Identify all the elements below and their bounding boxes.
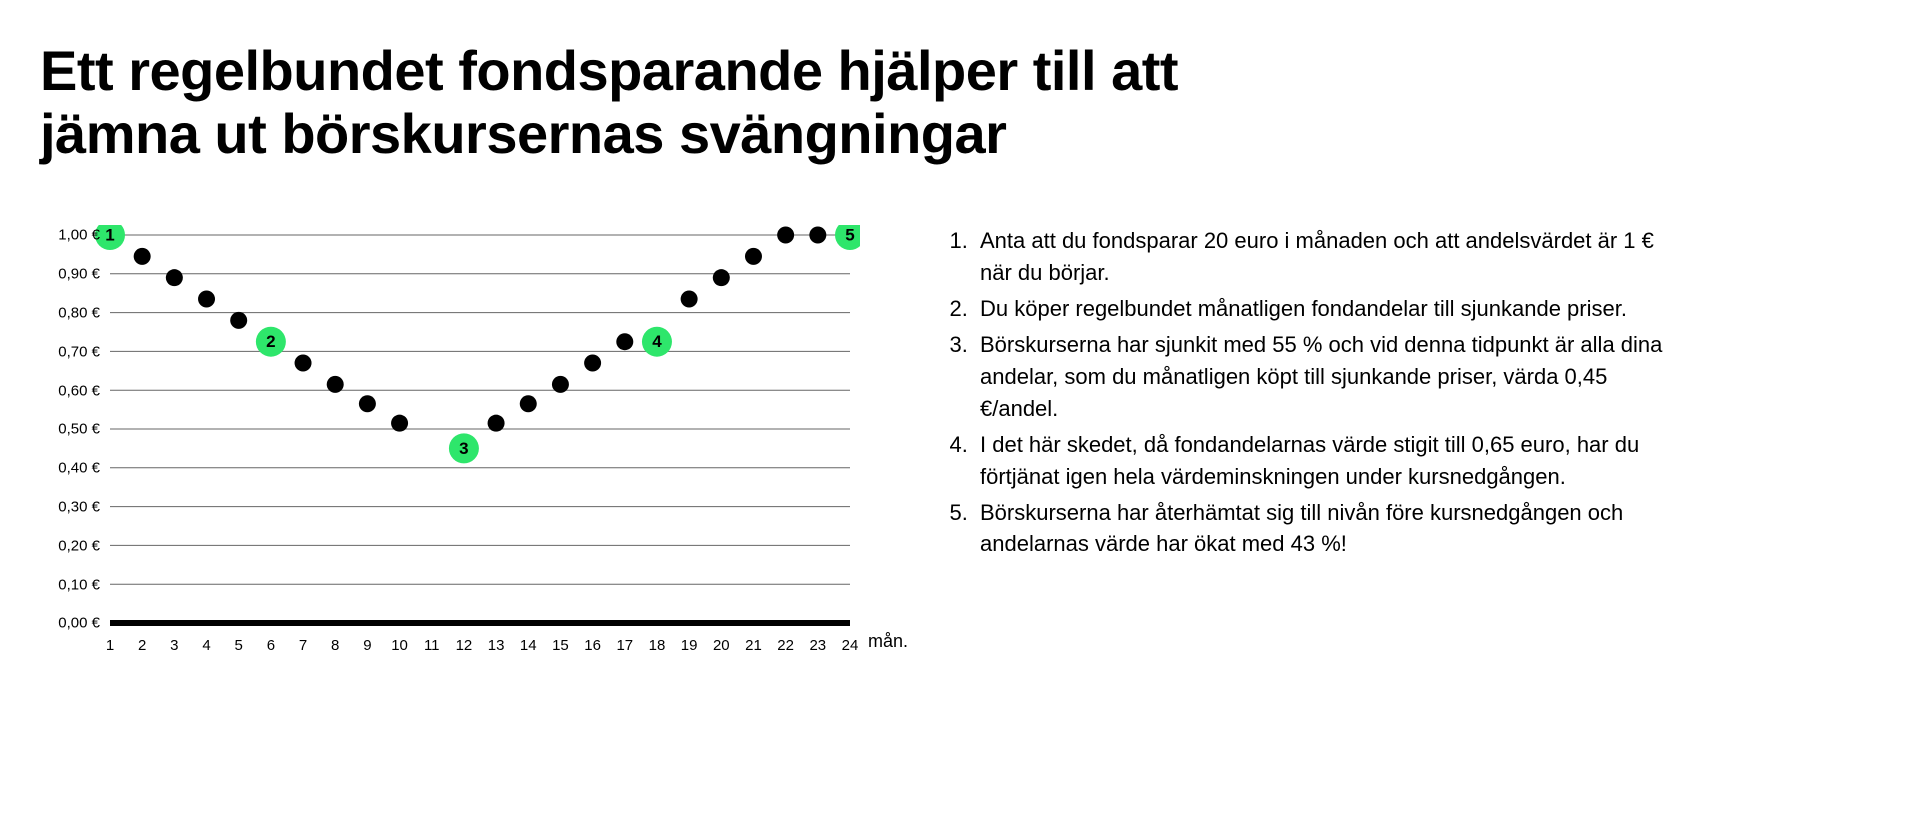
y-tick-label: 0,60 € bbox=[40, 382, 100, 399]
y-tick-label: 0,40 € bbox=[40, 460, 100, 477]
x-tick-label: 24 bbox=[842, 637, 859, 654]
y-tick-label: 0,80 € bbox=[40, 305, 100, 322]
x-tick-label: 11 bbox=[424, 637, 440, 654]
x-tick-label: 7 bbox=[299, 637, 307, 654]
explanation-item-3: Börskurserna har sjunkit med 55 % och vi… bbox=[974, 329, 1680, 425]
explanation-item-2: Du köper regelbundet månatligen fondande… bbox=[974, 293, 1680, 325]
x-tick-label: 14 bbox=[520, 637, 537, 654]
content-row: 123450,00 €0,10 €0,20 €0,30 €0,40 €0,50 … bbox=[40, 225, 1880, 665]
x-tick-label: 2 bbox=[138, 637, 146, 654]
data-point bbox=[327, 376, 344, 393]
x-tick-label: 15 bbox=[552, 637, 569, 654]
x-tick-label: 5 bbox=[235, 637, 243, 654]
x-tick-label: 10 bbox=[391, 637, 408, 654]
data-point bbox=[745, 248, 762, 265]
y-tick-label: 0,70 € bbox=[40, 343, 100, 360]
data-point bbox=[230, 312, 247, 329]
data-point bbox=[488, 415, 505, 432]
explanation-panel: Anta att du fondsparar 20 euro i månaden… bbox=[940, 225, 1680, 564]
explanation-item-5: Börskurserna har återhämtat sig till niv… bbox=[974, 497, 1680, 561]
chart-container: 123450,00 €0,10 €0,20 €0,30 €0,40 €0,50 … bbox=[40, 225, 860, 665]
y-tick-label: 0,50 € bbox=[40, 421, 100, 438]
data-point bbox=[198, 291, 215, 308]
y-tick-label: 0,20 € bbox=[40, 537, 100, 554]
x-tick-label: 21 bbox=[745, 637, 762, 654]
data-point bbox=[359, 396, 376, 413]
x-tick-label: 13 bbox=[488, 637, 505, 654]
highlight-marker-label: 3 bbox=[459, 439, 468, 458]
page: Ett regelbundet fondsparande hjälper til… bbox=[0, 0, 1920, 823]
data-point bbox=[681, 291, 698, 308]
highlight-marker-label: 1 bbox=[105, 226, 114, 245]
x-tick-label: 8 bbox=[331, 637, 339, 654]
y-tick-label: 1,00 € bbox=[40, 227, 100, 244]
y-tick-label: 0,00 € bbox=[40, 615, 100, 632]
x-tick-label: 1 bbox=[106, 637, 114, 654]
data-point bbox=[713, 270, 730, 287]
x-tick-label: 6 bbox=[267, 637, 275, 654]
y-tick-label: 0,30 € bbox=[40, 499, 100, 516]
y-tick-label: 0,90 € bbox=[40, 266, 100, 283]
x-tick-label: 19 bbox=[681, 637, 698, 654]
data-point bbox=[391, 415, 408, 432]
data-point bbox=[134, 248, 151, 265]
data-point bbox=[616, 334, 633, 351]
highlight-marker-label: 2 bbox=[266, 333, 275, 352]
explanation-list: Anta att du fondsparar 20 euro i månaden… bbox=[940, 225, 1680, 560]
y-tick-label: 0,10 € bbox=[40, 576, 100, 593]
x-tick-label: 17 bbox=[616, 637, 633, 654]
data-point bbox=[552, 376, 569, 393]
chart-svg: 12345 bbox=[40, 225, 860, 665]
data-point bbox=[584, 355, 601, 372]
x-tick-label: 12 bbox=[456, 637, 473, 654]
data-point bbox=[520, 396, 537, 413]
price-chart: 123450,00 €0,10 €0,20 €0,30 €0,40 €0,50 … bbox=[40, 225, 860, 665]
explanation-item-1: Anta att du fondsparar 20 euro i månaden… bbox=[974, 225, 1680, 289]
page-title: Ett regelbundet fondsparande hjälper til… bbox=[40, 40, 1240, 165]
explanation-item-4: I det här skedet, då fondandelarnas värd… bbox=[974, 429, 1680, 493]
data-point bbox=[295, 355, 312, 372]
data-point bbox=[166, 270, 183, 287]
highlight-marker-label: 4 bbox=[652, 333, 662, 352]
x-tick-label: 22 bbox=[777, 637, 794, 654]
x-tick-label: 23 bbox=[809, 637, 826, 654]
x-tick-label: 3 bbox=[170, 637, 178, 654]
x-tick-label: 18 bbox=[649, 637, 666, 654]
x-tick-label: 16 bbox=[584, 637, 601, 654]
data-point bbox=[777, 227, 794, 244]
data-point bbox=[809, 227, 826, 244]
highlight-marker-label: 5 bbox=[845, 226, 854, 245]
x-tick-label: 20 bbox=[713, 637, 730, 654]
x-axis-unit-label: mån. bbox=[868, 631, 908, 652]
x-tick-label: 9 bbox=[363, 637, 371, 654]
x-tick-label: 4 bbox=[202, 637, 210, 654]
